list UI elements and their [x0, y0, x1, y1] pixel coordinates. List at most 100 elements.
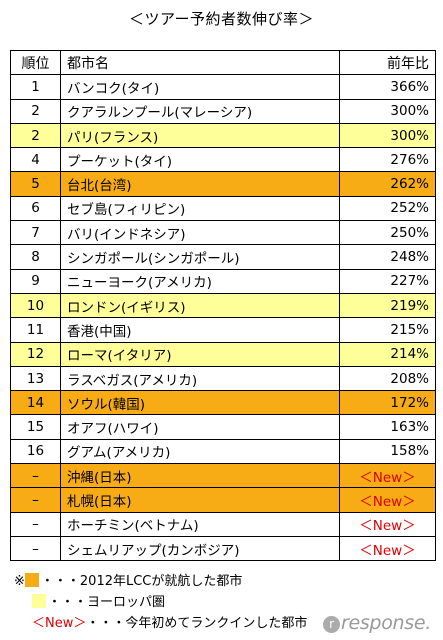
table-row: – 札幌(日本) ＜New＞ [10, 487, 436, 513]
city-cell: 沖縄(日本) [60, 463, 340, 489]
ratio-cell: 172% [339, 390, 436, 416]
city-cell: パリ(フランス) [60, 122, 340, 149]
table-row: 8 シンガポール(シンガポール) 248% [10, 244, 436, 270]
city-cell: プーケット(タイ) [60, 147, 340, 173]
response-watermark: r response. [322, 612, 431, 634]
rank-cell: 6 [10, 195, 61, 222]
legend-new-tag: ＜New＞ [32, 616, 87, 631]
city-cell: バンコク(タイ) [60, 74, 340, 100]
city-cell: 札幌(日本) [60, 487, 340, 513]
europe-swatch [32, 594, 46, 608]
ratio-cell: 215% [339, 317, 436, 343]
ratio-cell: 252% [339, 195, 436, 222]
table-row: 16 グアム(アメリカ) 158% [10, 438, 436, 465]
ratio-cell: ＜New＞ [339, 511, 436, 537]
rank-cell: – [10, 487, 61, 513]
ratio-cell: 208% [339, 365, 436, 392]
city-cell: ニューヨーク(アメリカ) [60, 268, 340, 294]
header-ratio: 前年比 [339, 49, 436, 76]
response-logo-icon: r [322, 616, 340, 633]
legend-new-text: ・・・今年初めてランクインした都市 [86, 616, 308, 631]
city-cell: ローマ(イタリア) [60, 341, 340, 367]
rank-cell: 13 [10, 365, 61, 392]
city-cell: オアフ(ハワイ) [60, 414, 340, 440]
rank-cell: 8 [10, 244, 61, 270]
table-row: 13 ラスベガス(アメリカ) 208% [10, 365, 436, 392]
rank-cell: 7 [10, 220, 61, 246]
ratio-cell: ＜New＞ [339, 463, 436, 489]
city-cell: ロンドン(イギリス) [60, 292, 340, 319]
rank-cell: 1 [10, 74, 61, 100]
city-cell: バリ(インドネシア) [60, 220, 340, 246]
rank-cell: – [10, 535, 61, 562]
ratio-cell: 219% [339, 292, 436, 319]
rank-cell: – [10, 511, 61, 537]
ranking-table-body: 1 バンコク(タイ) 366% 2 クアラルンプール(マレーシア) 300% 2 パリ(フラン… [10, 74, 436, 562]
rank-cell: 11 [10, 317, 61, 343]
ratio-cell: 163% [339, 414, 436, 440]
rank-cell: – [10, 463, 61, 489]
rank-cell: 5 [10, 171, 61, 197]
table-row: 2 クアラルンプール(マレーシア) 300% [10, 98, 436, 124]
header-rank: 順位 [10, 49, 61, 76]
table-row: 1 バンコク(タイ) 366% [10, 74, 436, 100]
city-cell: 香港(中国) [60, 317, 340, 343]
table-row: 5 台北(台湾) 262% [10, 171, 436, 197]
table-row: 14 ソウル(韓国) 172% [10, 390, 436, 416]
ranking-table: 順位 都市名 前年比 1 バンコク(タイ) 366% 2 クアラルンプール(マレーシア)… [10, 49, 436, 562]
ratio-cell: 248% [339, 244, 436, 270]
table-header-row: 順位 都市名 前年比 [10, 49, 436, 76]
rank-cell: 2 [10, 98, 61, 124]
rank-cell: 12 [10, 341, 61, 367]
table-row: 9 ニューヨーク(アメリカ) 227% [10, 268, 436, 294]
ratio-cell: 250% [339, 220, 436, 246]
table-row: 10 ロンドン(イギリス) 219% [10, 292, 436, 319]
legend-lcc: ※ ・・・2012年LCCが就航した都市 [14, 570, 242, 589]
table-row: 11 香港(中国) 215% [10, 317, 436, 343]
ratio-cell: 262% [339, 171, 436, 197]
table-row: 12 ローマ(イタリア) 214% [10, 341, 436, 367]
rank-cell: 15 [10, 414, 61, 440]
table-row: – シェムリアップ(カンボジア) ＜New＞ [10, 535, 436, 562]
legend-new: ＜New＞・・・今年初めてランクインした都市 [32, 612, 307, 631]
legend-marker: ※ [14, 574, 25, 589]
lcc-swatch [24, 573, 39, 587]
ratio-cell: ＜New＞ [339, 487, 436, 513]
watermark-text: response. [340, 612, 431, 634]
ratio-cell: 300% [339, 98, 436, 124]
table-row: – ホーチミン(ベトナム) ＜New＞ [10, 511, 436, 537]
city-cell: 台北(台湾) [60, 171, 340, 197]
rank-cell: 16 [10, 438, 61, 465]
rank-cell: 10 [10, 292, 61, 319]
city-cell: セブ島(フィリピン) [60, 195, 340, 222]
ratio-cell: 366% [339, 74, 436, 100]
table-row: 6 セブ島(フィリピン) 252% [10, 195, 436, 222]
ratio-cell: 227% [339, 268, 436, 294]
table-row: 15 オアフ(ハワイ) 163% [10, 414, 436, 440]
table-row: – 沖縄(日本) ＜New＞ [10, 463, 436, 489]
rank-cell: 4 [10, 147, 61, 173]
ratio-cell: 300% [339, 122, 436, 149]
ratio-cell: 276% [339, 147, 436, 173]
city-cell: ソウル(韓国) [60, 390, 340, 416]
table-row: 4 プーケット(タイ) 276% [10, 147, 436, 173]
city-cell: ラスベガス(アメリカ) [60, 365, 340, 392]
city-cell: クアラルンプール(マレーシア) [60, 98, 340, 124]
rank-cell: 14 [10, 390, 61, 416]
ratio-cell: 158% [339, 438, 436, 465]
page-title: ＜ツアー予約者数伸び率＞ [128, 10, 315, 28]
header-city: 都市名 [60, 49, 340, 76]
city-cell: シェムリアップ(カンボジア) [60, 535, 340, 562]
city-cell: ホーチミン(ベトナム) [60, 511, 340, 537]
legend-europe: ・・・ヨーロッパ圏 [32, 591, 165, 610]
ratio-cell: 214% [339, 341, 436, 367]
legend-lcc-text: ・・・2012年LCCが就航した都市 [40, 574, 243, 589]
legend-europe-text: ・・・ヨーロッパ圏 [48, 595, 166, 610]
rank-cell: 2 [10, 122, 61, 149]
rank-cell: 9 [10, 268, 61, 294]
ratio-cell: ＜New＞ [339, 535, 436, 562]
city-cell: シンガポール(シンガポール) [60, 244, 340, 270]
table-row: 7 バリ(インドネシア) 250% [10, 220, 436, 246]
city-cell: グアム(アメリカ) [60, 438, 340, 465]
table-row: 2 パリ(フランス) 300% [10, 122, 436, 149]
